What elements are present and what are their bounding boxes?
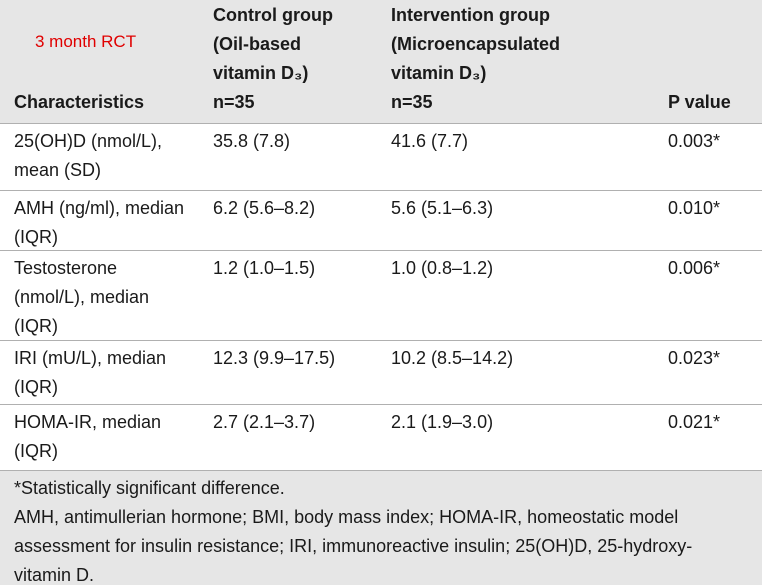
cell: 1.2 (1.0–1.5) (213, 258, 316, 278)
cell: 41.6 (7.7) (391, 131, 469, 151)
header-background (0, 0, 762, 123)
cell: 10.2 (8.5–14.2) (391, 348, 514, 368)
characteristic: (IQR) (14, 316, 58, 336)
column-header: (Microencapsulated (391, 34, 561, 54)
characteristic: (IQR) (14, 441, 58, 461)
characteristic: Testosterone (14, 258, 118, 278)
cell: 12.3 (9.9–17.5) (213, 348, 336, 368)
column-header: Control group (213, 5, 333, 25)
note: 3 month RCT (35, 32, 137, 51)
characteristic: IRI (mU/L), median (14, 348, 167, 368)
cell: 0.006* (668, 258, 721, 278)
cell: 35.8 (7.8) (213, 131, 291, 151)
cell: 6.2 (5.6–8.2) (213, 198, 316, 218)
characteristic: 25(OH)D (nmol/L), (14, 131, 163, 151)
characteristic: AMH (ng/ml), median (14, 198, 185, 218)
cell: 2.1 (1.9–3.0) (391, 412, 494, 432)
column-header: n=35 (213, 92, 255, 112)
characteristic: (IQR) (14, 377, 58, 397)
column-header: P value (668, 92, 731, 112)
characteristic: (IQR) (14, 227, 58, 247)
column-header: n=35 (391, 92, 433, 112)
footnote: vitamin D. (14, 565, 95, 585)
cell: 1.0 (0.8–1.2) (391, 258, 494, 278)
row-separator (0, 190, 762, 191)
footer-background (0, 470, 762, 585)
row-separator (0, 123, 762, 124)
row-separator (0, 470, 762, 471)
cell: 0.023* (668, 348, 721, 368)
column-header: Characteristics (14, 92, 145, 112)
cell: 0.003* (668, 131, 721, 151)
row-separator (0, 250, 762, 251)
column-header: vitamin D₃) (391, 63, 487, 83)
characteristic: (nmol/L), median (14, 287, 150, 307)
cell: 2.7 (2.1–3.7) (213, 412, 316, 432)
column-header: Intervention group (391, 5, 550, 25)
row-separator (0, 340, 762, 341)
characteristic: mean (SD) (14, 160, 102, 180)
footnote: *Statistically significant difference. (14, 478, 285, 498)
column-header: vitamin D₃) (213, 63, 309, 83)
row-separator (0, 404, 762, 405)
characteristic: HOMA-IR, median (14, 412, 162, 432)
footnote: assessment for insulin resistance; IRI, … (14, 536, 693, 556)
cell: 5.6 (5.1–6.3) (391, 198, 494, 218)
cell: 0.010* (668, 198, 721, 218)
column-header: (Oil-based (213, 34, 302, 54)
cell: 0.021* (668, 412, 721, 432)
footnote: AMH, antimullerian hormone; BMI, body ma… (14, 507, 679, 527)
